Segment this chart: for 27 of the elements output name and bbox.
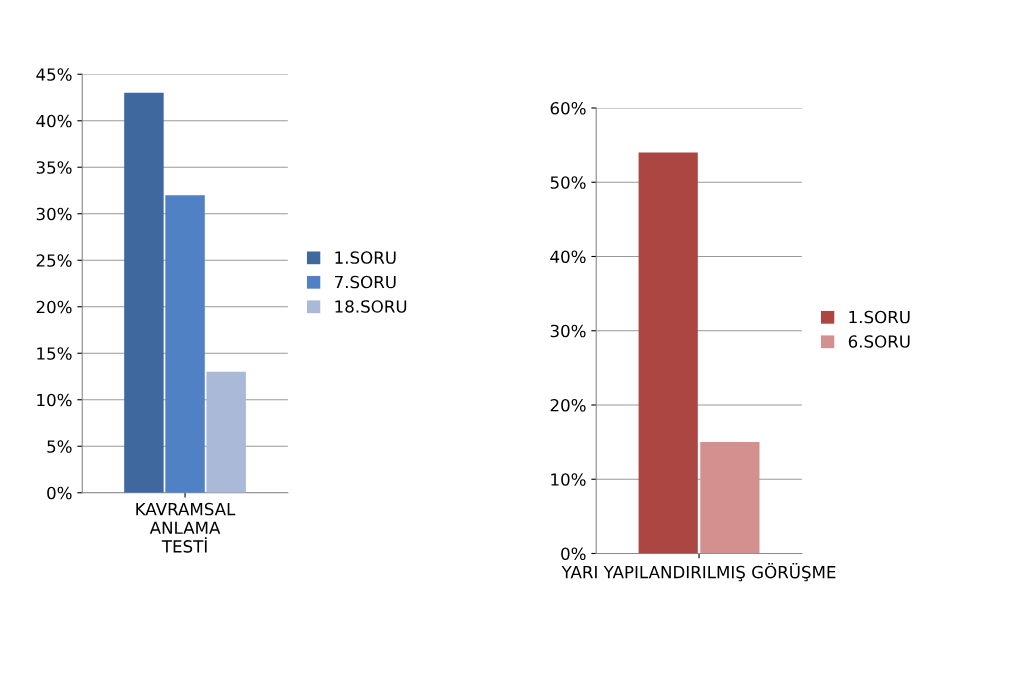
y-tick-label: 40% bbox=[36, 114, 72, 128]
y-tick-label: 60% bbox=[550, 101, 586, 115]
x-tick-label: KAVRAMSAL ANLAMA TESTİ bbox=[136, 502, 236, 553]
y-tick-label: 50% bbox=[550, 176, 586, 189]
y-tick-label: 10% bbox=[37, 393, 72, 407]
y-tick-label: 35% bbox=[36, 161, 72, 174]
legend-label: 1.SORU bbox=[849, 310, 910, 324]
y-tick-label: 0% bbox=[561, 547, 586, 561]
x-tick-label: YARI YAPILANDIRILMIŞ GÖRÜŞME bbox=[561, 562, 836, 582]
y-tick-label: 20% bbox=[36, 300, 72, 314]
legend-label: 18.SORU bbox=[335, 300, 407, 313]
y-tick-label: 45% bbox=[36, 68, 72, 81]
y-tick-label: 5% bbox=[47, 440, 72, 453]
y-tick-label: 15% bbox=[37, 347, 72, 360]
bar bbox=[124, 92, 164, 493]
y-tick-label: 40% bbox=[550, 250, 586, 264]
legend-label: 6.SORU bbox=[848, 335, 910, 348]
y-tick-label: 30% bbox=[36, 207, 72, 221]
y-tick-label: 0% bbox=[47, 486, 72, 500]
y-tick-label: 20% bbox=[550, 398, 586, 412]
legend-label: 7.SORU bbox=[334, 275, 396, 289]
y-tick-label: 10% bbox=[551, 473, 586, 486]
bar bbox=[206, 371, 246, 493]
bar bbox=[165, 195, 205, 493]
y-tick-label: 25% bbox=[36, 254, 72, 267]
y-tick-label: 30% bbox=[550, 324, 586, 338]
legend-label: 1.SORU bbox=[335, 251, 396, 264]
